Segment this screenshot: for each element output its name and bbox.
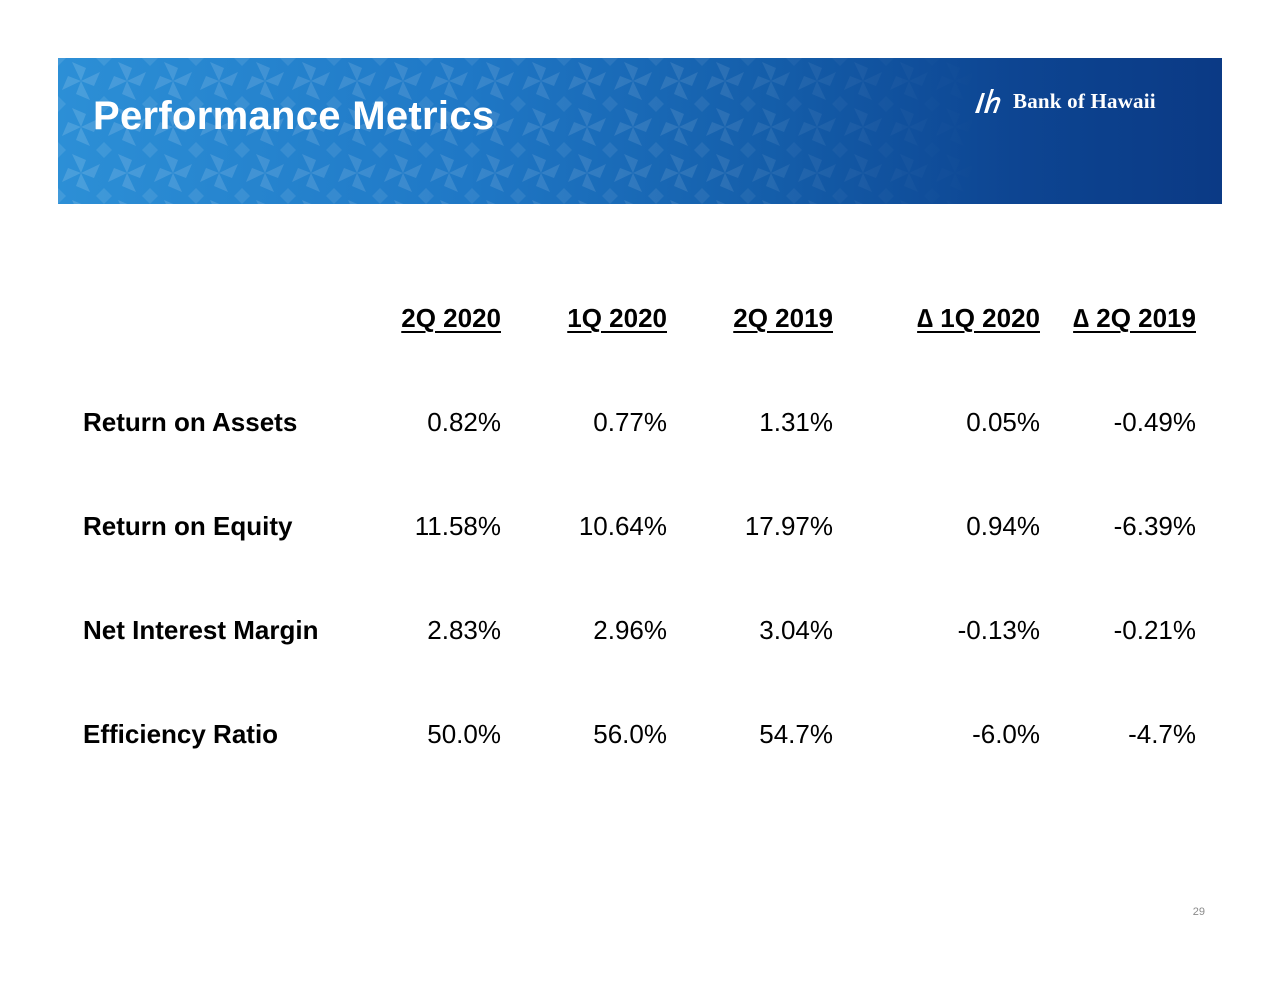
page-number: 29 bbox=[1192, 906, 1205, 918]
table-cell: 2.83% bbox=[427, 615, 501, 645]
column-header-2q-2019: 2Q 2019 bbox=[733, 303, 833, 333]
table-cell: 3.04% bbox=[759, 615, 833, 645]
table-cell: -0.49% bbox=[1113, 407, 1196, 437]
column-header-delta-2q-2019: ∆ 2Q 2019 bbox=[1073, 303, 1196, 333]
row-label: Return on Assets bbox=[83, 407, 298, 437]
page-title: Performance Metrics bbox=[93, 94, 495, 138]
column-header-1q-2020: 1Q 2020 bbox=[567, 303, 667, 333]
table-cell: 10.64% bbox=[578, 511, 667, 541]
table-cell: 0.77% bbox=[593, 407, 667, 437]
table-cell: 17.97% bbox=[744, 511, 833, 541]
row-label: Net Interest Margin bbox=[83, 615, 319, 645]
table-cell: 56.0% bbox=[593, 719, 667, 749]
table-cell: 0.05% bbox=[966, 407, 1040, 437]
bank-of-hawaii-logo-icon bbox=[975, 89, 1001, 113]
table-cell: 11.58% bbox=[414, 511, 501, 541]
table-cell: -0.13% bbox=[957, 615, 1040, 645]
table-cell: 54.7% bbox=[759, 719, 833, 749]
bank-logo: Bank of Hawaii bbox=[973, 86, 1156, 116]
table-cell: 0.82% bbox=[427, 407, 501, 437]
column-header-2q-2020: 2Q 2020 bbox=[401, 303, 501, 333]
column-header-delta-1q-2020: ∆ 1Q 2020 bbox=[917, 303, 1040, 333]
table-cell: -6.39% bbox=[1113, 511, 1196, 541]
table-cell: -0.21% bbox=[1113, 615, 1196, 645]
table-cell: 1.31% bbox=[759, 407, 833, 437]
banner-pattern bbox=[58, 58, 1222, 204]
table-cell: 2.96% bbox=[593, 615, 667, 645]
table-cell: -4.7% bbox=[1128, 719, 1196, 749]
logo-text: Bank of Hawaii bbox=[1013, 88, 1156, 113]
table-cell: 0.94% bbox=[966, 511, 1040, 541]
row-label: Efficiency Ratio bbox=[83, 719, 279, 749]
table-cell: -6.0% bbox=[972, 719, 1040, 749]
row-label: Return on Equity bbox=[83, 511, 293, 541]
table-cell: 50.0% bbox=[427, 719, 501, 749]
title-banner: Performance Metrics Bank of Hawaii bbox=[58, 58, 1222, 204]
